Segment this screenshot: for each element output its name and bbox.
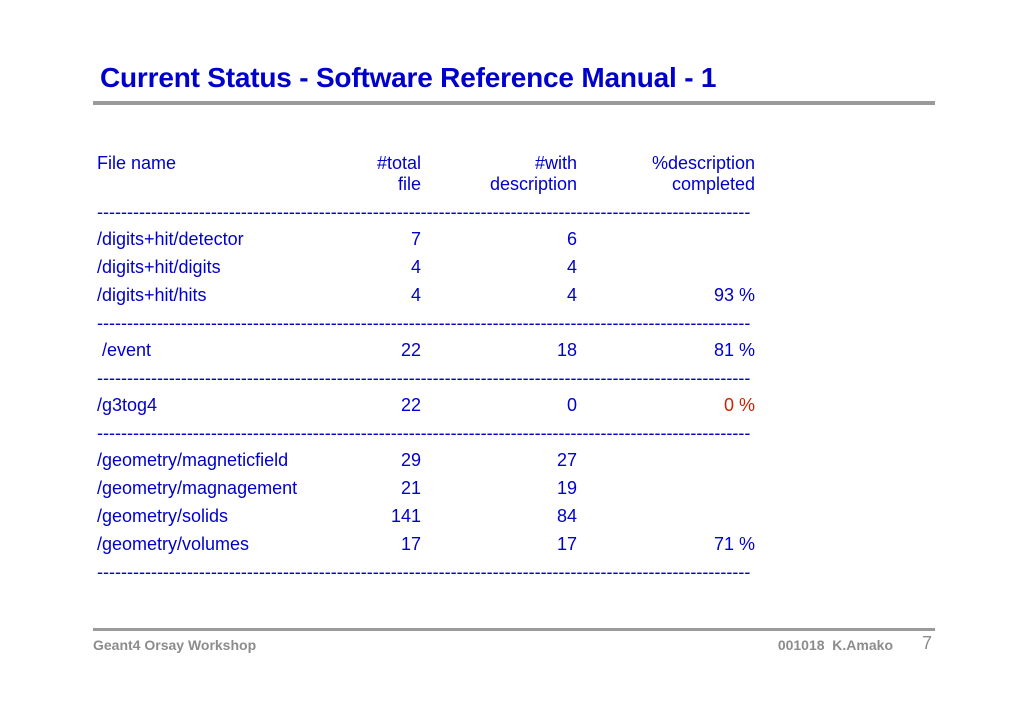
row-pct-zero: 0 %: [723, 395, 755, 415]
row-file-name: /geometry/solids: [97, 506, 229, 526]
header-with-line2: description: [489, 174, 577, 194]
header-with-line1: #with: [534, 153, 577, 173]
row-file-name: /digits+hit/digits: [97, 257, 221, 277]
row-file-name: /digits+hit/detector: [97, 229, 244, 249]
separator-line: ----------------------------------------…: [97, 563, 751, 581]
row-with: 84: [556, 506, 577, 526]
row-file-name: /digits+hit/hits: [97, 285, 207, 305]
row-file-name: /geometry/magnagement: [97, 478, 298, 498]
row-pct: 71 %: [713, 534, 755, 554]
row-with: 4: [566, 257, 577, 277]
row-with: 6: [566, 229, 577, 249]
row-with: 19: [556, 478, 577, 498]
row-file-name: /geometry/volumes: [97, 534, 250, 554]
row-with: 4: [566, 285, 577, 305]
row-file-name: /geometry/magneticfield: [97, 450, 289, 470]
row-total: 21: [400, 478, 421, 498]
row-file-name: /event: [97, 340, 152, 360]
header-file-name: File name: [97, 153, 177, 173]
separator-line: ----------------------------------------…: [97, 314, 751, 332]
row-total: 141: [390, 506, 421, 526]
row-total: 29: [400, 450, 421, 470]
row-with: 18: [556, 340, 577, 360]
row-total: 4: [410, 257, 421, 277]
row-pct: 81 %: [713, 340, 755, 360]
row-with: 0: [566, 395, 577, 415]
title-divider: [93, 101, 935, 105]
page-number: 7: [921, 633, 932, 653]
slide-title: Current Status - Software Reference Manu…: [100, 62, 717, 93]
row-total: 7: [410, 229, 421, 249]
row-total: 17: [400, 534, 421, 554]
row-total: 4: [410, 285, 421, 305]
row-total: 22: [400, 340, 421, 360]
header-pct-line1: %description: [651, 153, 755, 173]
header-total-line2: file: [397, 174, 421, 194]
row-file-name: /g3tog4: [97, 395, 158, 415]
row-with: 17: [556, 534, 577, 554]
footer-date-author: 001018 K.Amako: [777, 637, 893, 653]
footer-divider: [93, 628, 935, 631]
separator-line: ----------------------------------------…: [97, 369, 751, 387]
row-total: 22: [400, 395, 421, 415]
row-pct: 93 %: [713, 285, 755, 305]
footer-workshop-name: Geant4 Orsay Workshop: [93, 637, 257, 653]
header-total-line1: #total: [376, 153, 421, 173]
header-pct-line2: completed: [671, 174, 755, 194]
separator-line: ----------------------------------------…: [97, 424, 751, 442]
separator-line: ----------------------------------------…: [97, 203, 751, 221]
row-with: 27: [556, 450, 577, 470]
